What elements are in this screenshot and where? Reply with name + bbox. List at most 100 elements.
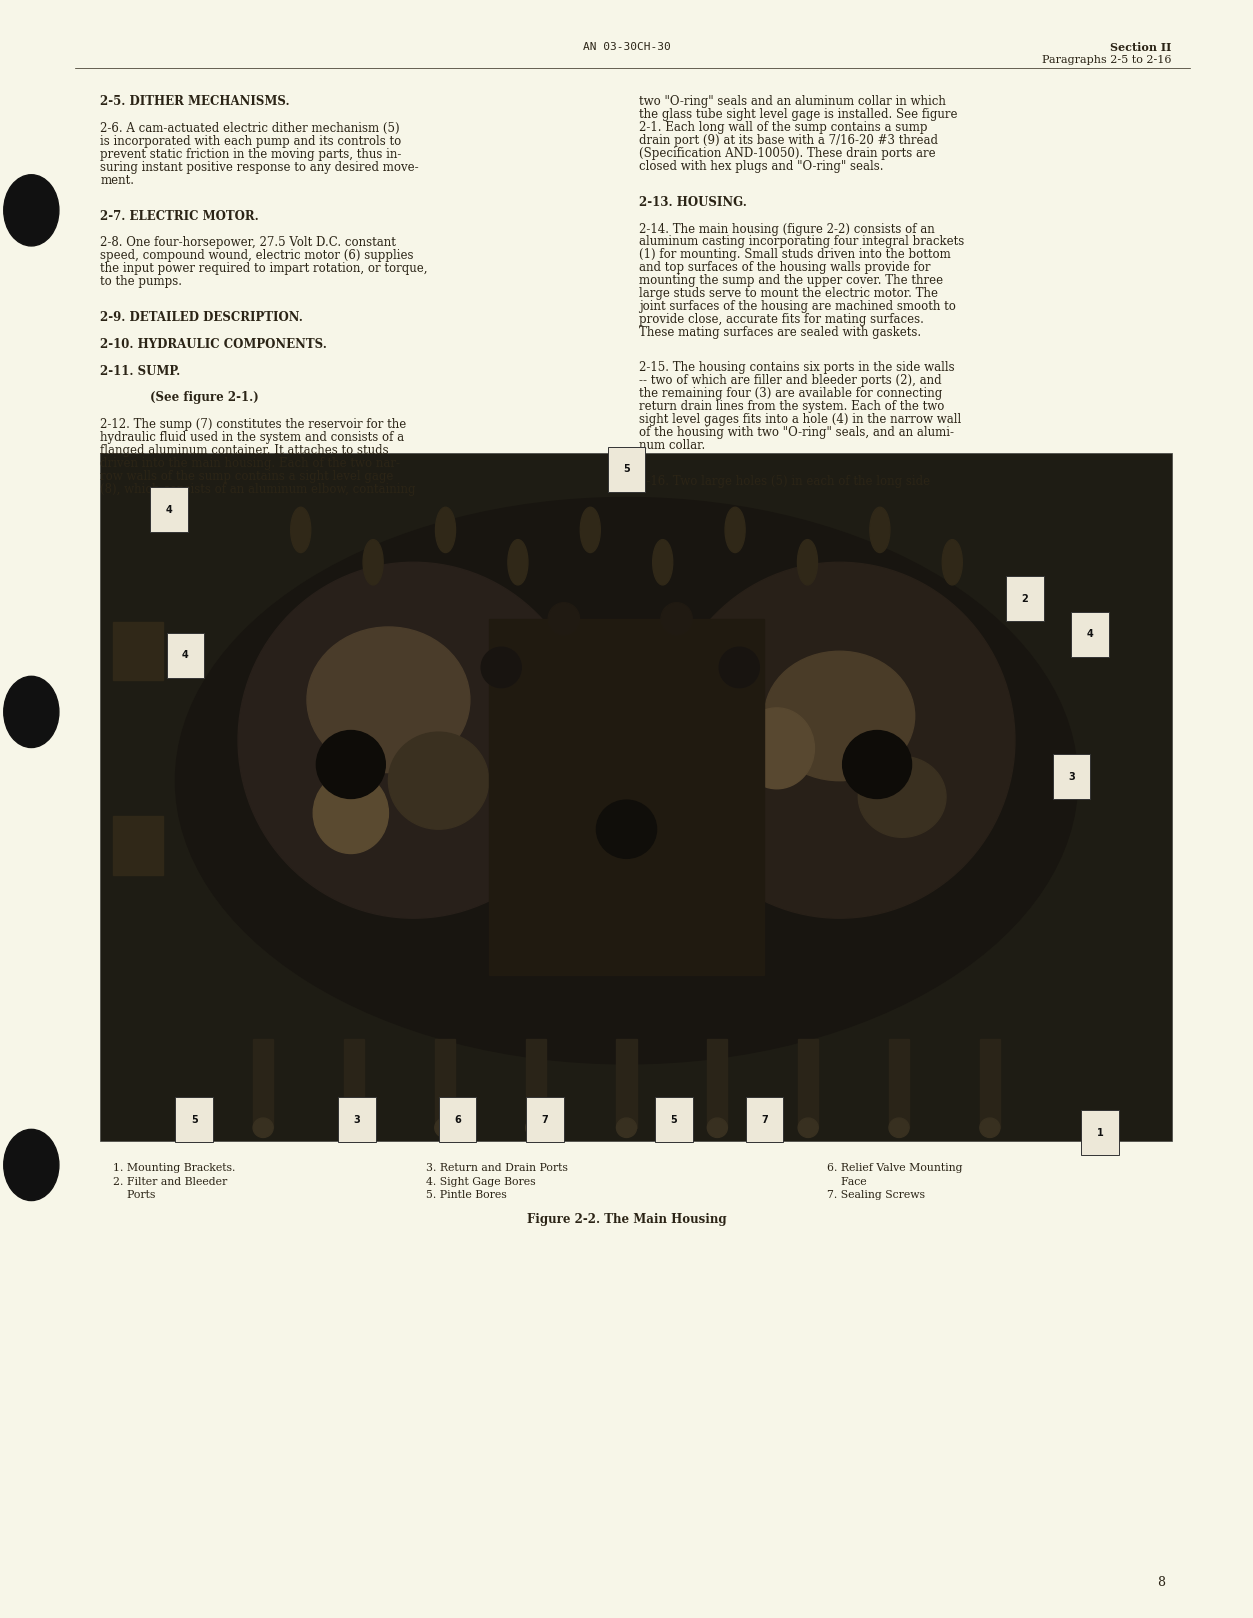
Ellipse shape [664, 563, 1015, 919]
Ellipse shape [798, 1118, 818, 1137]
Ellipse shape [343, 1118, 363, 1137]
Text: (Specification AND-10050). These drain ports are: (Specification AND-10050). These drain p… [639, 147, 936, 160]
FancyBboxPatch shape [1081, 1110, 1119, 1155]
Bar [253, 1039, 273, 1128]
Text: the glass tube sight level gage is installed. See figure: the glass tube sight level gage is insta… [639, 108, 957, 121]
Ellipse shape [725, 508, 746, 553]
Text: the input power required to impart rotation, or torque,: the input power required to impart rotat… [100, 262, 427, 275]
Ellipse shape [291, 508, 311, 553]
Text: 2-7. ELECTRIC MOTOR.: 2-7. ELECTRIC MOTOR. [100, 210, 259, 223]
Ellipse shape [662, 604, 692, 636]
Text: 2: 2 [1021, 594, 1029, 604]
FancyBboxPatch shape [167, 633, 204, 678]
Ellipse shape [739, 709, 814, 790]
Text: 2-9. DETAILED DESCRIPTION.: 2-9. DETAILED DESCRIPTION. [100, 311, 303, 324]
Ellipse shape [507, 540, 528, 586]
Text: 2-11. SUMP.: 2-11. SUMP. [100, 364, 180, 377]
Text: 1: 1 [1096, 1128, 1104, 1137]
Bar [890, 1039, 908, 1128]
Text: of the housing with two "O-ring" seals, and an alumi-: of the housing with two "O-ring" seals, … [639, 426, 954, 438]
Text: 4. Sight Gage Bores: 4. Sight Gage Bores [426, 1176, 535, 1186]
Text: two "O-ring" seals and an aluminum collar in which: two "O-ring" seals and an aluminum colla… [639, 95, 946, 108]
FancyBboxPatch shape [655, 1097, 693, 1142]
Text: 7: 7 [761, 1115, 768, 1125]
FancyBboxPatch shape [338, 1097, 376, 1142]
Ellipse shape [858, 757, 946, 838]
Text: provide close, accurate fits for mating surfaces.: provide close, accurate fits for mating … [639, 312, 923, 325]
FancyBboxPatch shape [100, 453, 1172, 1141]
Bar [435, 1039, 455, 1128]
FancyBboxPatch shape [439, 1097, 476, 1142]
Ellipse shape [842, 731, 911, 799]
Text: and top surfaces of the housing walls provide for: and top surfaces of the housing walls pr… [639, 260, 931, 275]
Text: prevent static friction in the moving parts, thus in-: prevent static friction in the moving pa… [100, 149, 402, 162]
Text: 2-15. The housing contains six ports in the side walls: 2-15. The housing contains six ports in … [639, 361, 955, 374]
Text: to the pumps.: to the pumps. [100, 275, 182, 288]
Bar [343, 1039, 363, 1128]
Ellipse shape [980, 1118, 1000, 1137]
Ellipse shape [363, 540, 383, 586]
Text: closed with hex plugs and "O-ring" seals.: closed with hex plugs and "O-ring" seals… [639, 160, 883, 173]
Text: aluminum casting incorporating four integral brackets: aluminum casting incorporating four inte… [639, 236, 965, 249]
Text: 4: 4 [1086, 629, 1094, 639]
Ellipse shape [580, 508, 600, 553]
Text: -- two of which are filler and bleeder ports (2), and: -- two of which are filler and bleeder p… [639, 374, 942, 387]
Ellipse shape [596, 801, 657, 859]
Bar [616, 1039, 637, 1128]
Text: 2. Filter and Bleeder: 2. Filter and Bleeder [113, 1176, 227, 1186]
Text: drain port (9) at its base with a 7/16-20 #3 thread: drain port (9) at its base with a 7/16-2… [639, 134, 938, 147]
Text: speed, compound wound, electric motor (6) supplies: speed, compound wound, electric motor (6… [100, 249, 413, 262]
Ellipse shape [307, 626, 470, 773]
Circle shape [4, 676, 59, 748]
Text: 2-8. One four-horsepower, 27.5 Volt D.C. constant: 2-8. One four-horsepower, 27.5 Volt D.C.… [100, 236, 396, 249]
Text: 1. Mounting Brackets.: 1. Mounting Brackets. [113, 1163, 236, 1173]
Text: the remaining four (3) are available for connecting: the remaining four (3) are available for… [639, 387, 942, 400]
Text: 6. Relief Valve Mounting: 6. Relief Valve Mounting [827, 1163, 962, 1173]
Text: row walls of the sump contains a sight level gage: row walls of the sump contains a sight l… [100, 471, 393, 484]
Bar [525, 1039, 545, 1128]
Text: 3: 3 [353, 1115, 361, 1125]
Text: (1) for mounting. Small studs driven into the bottom: (1) for mounting. Small studs driven int… [639, 248, 951, 262]
Text: Section II: Section II [1110, 42, 1172, 53]
Text: suring instant positive response to any desired move-: suring instant positive response to any … [100, 162, 419, 175]
Ellipse shape [797, 540, 817, 586]
Text: 2-1. Each long wall of the sump contains a sump: 2-1. Each long wall of the sump contains… [639, 121, 927, 134]
Ellipse shape [313, 773, 388, 854]
Ellipse shape [316, 731, 386, 799]
Text: hydraulic fluid used in the system and consists of a: hydraulic fluid used in the system and c… [100, 432, 405, 445]
Text: Figure 2-2. The Main Housing: Figure 2-2. The Main Housing [526, 1214, 727, 1226]
Bar [113, 623, 163, 681]
Ellipse shape [942, 540, 962, 586]
Text: Face: Face [827, 1176, 867, 1186]
Ellipse shape [888, 1118, 908, 1137]
Text: 5: 5 [190, 1115, 198, 1125]
Text: 2-6. A cam-actuated electric dither mechanism (5): 2-6. A cam-actuated electric dither mech… [100, 123, 400, 136]
FancyBboxPatch shape [608, 447, 645, 492]
Text: joint surfaces of the housing are machined smooth to: joint surfaces of the housing are machin… [639, 299, 956, 312]
Ellipse shape [870, 508, 890, 553]
Circle shape [4, 175, 59, 246]
Bar [798, 1039, 818, 1128]
Bar [980, 1039, 1000, 1128]
Text: ment.: ment. [100, 175, 134, 188]
Circle shape [4, 1129, 59, 1201]
Text: Paragraphs 2-5 to 2-16: Paragraphs 2-5 to 2-16 [1042, 55, 1172, 65]
Text: 5. Pintle Bores: 5. Pintle Bores [426, 1191, 506, 1201]
Text: 2-5. DITHER MECHANISMS.: 2-5. DITHER MECHANISMS. [100, 95, 289, 108]
Bar [707, 1039, 727, 1128]
FancyBboxPatch shape [746, 1097, 783, 1142]
FancyBboxPatch shape [526, 1097, 564, 1142]
Ellipse shape [707, 1118, 727, 1137]
Text: AN 03-30CH-30: AN 03-30CH-30 [583, 42, 670, 52]
Text: 6: 6 [454, 1115, 461, 1125]
Text: flanged aluminum container. It attaches to studs: flanged aluminum container. It attaches … [100, 445, 388, 458]
Ellipse shape [525, 1118, 545, 1137]
FancyBboxPatch shape [1071, 612, 1109, 657]
Text: mounting the sump and the upper cover. The three: mounting the sump and the upper cover. T… [639, 273, 944, 288]
Text: (See figure 2-1.): (See figure 2-1.) [150, 392, 259, 404]
Ellipse shape [253, 1118, 273, 1137]
Text: 5: 5 [670, 1115, 678, 1125]
Ellipse shape [653, 540, 673, 586]
Text: 2-10. HYDRAULIC COMPONENTS.: 2-10. HYDRAULIC COMPONENTS. [100, 338, 327, 351]
Text: 2-14. The main housing (figure 2-2) consists of an: 2-14. The main housing (figure 2-2) cons… [639, 223, 935, 236]
